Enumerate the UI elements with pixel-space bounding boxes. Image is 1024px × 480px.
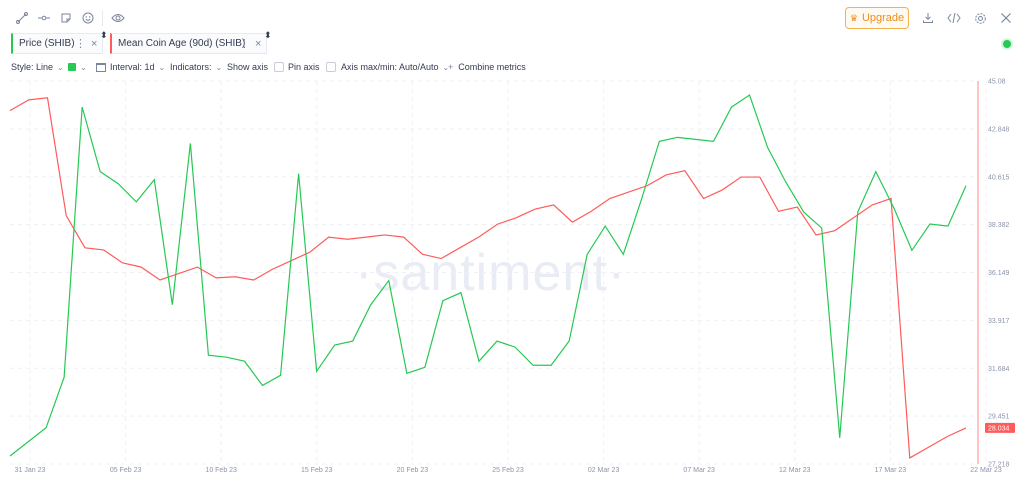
y-tick-label: 40.615 <box>988 174 1010 181</box>
download-icon[interactable] <box>920 10 936 26</box>
drag-handle-icon[interactable]: ⬍ <box>100 30 108 40</box>
x-tick-label: 15 Feb 23 <box>301 467 333 474</box>
crown-icon: ♛ <box>849 12 858 23</box>
y-tick-label: 42.848 <box>988 126 1010 133</box>
x-tick-label: 17 Mar 23 <box>875 467 907 474</box>
horizontal-line-icon[interactable] <box>36 10 52 26</box>
indicators-selector[interactable]: Indicators: ⌄ <box>170 58 222 76</box>
last-value-badge <box>985 422 1015 433</box>
indicators-label: Indicators: <box>170 62 212 72</box>
upgrade-label: Upgrade <box>861 12 905 24</box>
toolbar-divider <box>102 10 103 26</box>
embed-code-icon[interactable] <box>946 10 962 26</box>
chevron-down-icon: ⌄ <box>80 62 87 72</box>
more-options-icon[interactable]: ⋮ <box>239 38 250 50</box>
pin-axis-checkbox[interactable] <box>325 62 336 72</box>
combine-metrics-label: Combine metrics <box>458 62 526 72</box>
y-tick-label: 33.917 <box>988 318 1010 325</box>
chevron-down-icon: ⌄ <box>57 62 64 72</box>
close-icon[interactable] <box>998 10 1014 26</box>
pin-axis-label: Pin axis <box>288 62 320 72</box>
more-options-icon[interactable]: ⋮ <box>75 38 86 50</box>
y-tick-label: 27.218 <box>988 462 1010 469</box>
axis-minmax-label: Axis max/min: Auto/Auto <box>341 62 439 72</box>
x-tick-label: 20 Feb 23 <box>397 467 429 474</box>
metric-chip-price[interactable]: Price (SHIB) ⋮ × <box>11 33 103 54</box>
show-axis-checkbox[interactable] <box>274 62 285 72</box>
y-tick-label: 31.684 <box>988 366 1010 373</box>
interval-label: Interval: 1d <box>110 62 155 72</box>
series-line-price <box>9 94 967 457</box>
y-tick-label: 36.149 <box>988 270 1010 277</box>
pin-axis-toggle[interactable]: Pin axis <box>288 58 336 76</box>
color-swatch <box>68 63 76 71</box>
y-tick-label: 38.382 <box>988 222 1010 229</box>
last-value-label: 28.034 <box>988 425 1010 432</box>
combine-metrics-button[interactable]: + Combine metrics <box>448 58 526 76</box>
x-tick-label: 22 Mar 23 <box>970 467 1002 474</box>
color-selector[interactable]: ⌄ <box>68 58 87 76</box>
chevron-down-icon: ⌄ <box>158 62 166 72</box>
x-tick-label: 25 Feb 23 <box>492 467 524 474</box>
remove-metric-icon[interactable]: × <box>255 37 262 50</box>
y-tick-label: 45.08 <box>988 79 1006 86</box>
sticky-note-icon[interactable] <box>58 10 74 26</box>
show-axis-label: Show axis <box>227 62 269 72</box>
x-tick-label: 02 Mar 23 <box>588 467 620 474</box>
drag-handle-icon[interactable]: ⬍ <box>264 30 272 40</box>
chevron-down-icon: ⌄ <box>442 62 450 72</box>
calendar-icon <box>96 62 106 72</box>
remove-metric-icon[interactable]: × <box>91 37 98 50</box>
metric-chip-mean-coin-age[interactable]: Mean Coin Age (90d) (SHIB) ⋮ × <box>110 33 267 54</box>
x-tick-label: 07 Mar 23 <box>683 467 715 474</box>
plus-icon: + <box>448 62 454 72</box>
x-tick-label: 05 Feb 23 <box>110 467 142 474</box>
metric-label: Mean Coin Age (90d) (SHIB) <box>118 38 246 49</box>
axis-minmax-selector[interactable]: Axis max/min: Auto/Auto ⌄ <box>341 58 449 76</box>
y-axis: 45.08 42.848 40.615 38.382 36.149 33.917 31.68… <box>977 79 1010 469</box>
chevron-down-icon: ⌄ <box>215 62 223 72</box>
series-line-mean-coin-age <box>9 97 967 459</box>
line-draw-icon[interactable] <box>14 10 30 26</box>
x-tick-label: 31 Jan 23 <box>15 467 46 474</box>
chart[interactable]: ·santiment· 45.0842.84840.61538.38236.14… <box>0 76 1024 480</box>
chart-grid <box>10 80 987 465</box>
last-value-marker: 28.034 <box>985 422 1015 433</box>
top-toolbar: ♛ Upgrade <box>0 0 1024 34</box>
live-status-indicator <box>1003 40 1011 48</box>
emoji-icon[interactable] <box>80 10 96 26</box>
style-selector[interactable]: Style: Line ⌄ <box>11 58 64 76</box>
eye-icon[interactable] <box>110 10 126 26</box>
y-tick-label: 29.451 <box>988 414 1010 421</box>
x-tick-label: 12 Mar 23 <box>779 467 811 474</box>
style-label: Style: Line <box>11 62 54 72</box>
x-tick-label: 10 Feb 23 <box>205 467 237 474</box>
gear-icon[interactable] <box>972 10 988 26</box>
show-axis-toggle[interactable]: Show axis <box>227 58 285 76</box>
interval-selector[interactable]: Interval: 1d ⌄ <box>96 58 165 76</box>
chart-series <box>9 94 967 459</box>
x-axis: 31 Jan 23 05 Feb 23 10 Feb 23 15 Feb 23 20 F… <box>15 467 1002 474</box>
upgrade-button[interactable]: ♛ Upgrade <box>845 7 909 29</box>
metric-label: Price (SHIB) <box>19 38 75 49</box>
